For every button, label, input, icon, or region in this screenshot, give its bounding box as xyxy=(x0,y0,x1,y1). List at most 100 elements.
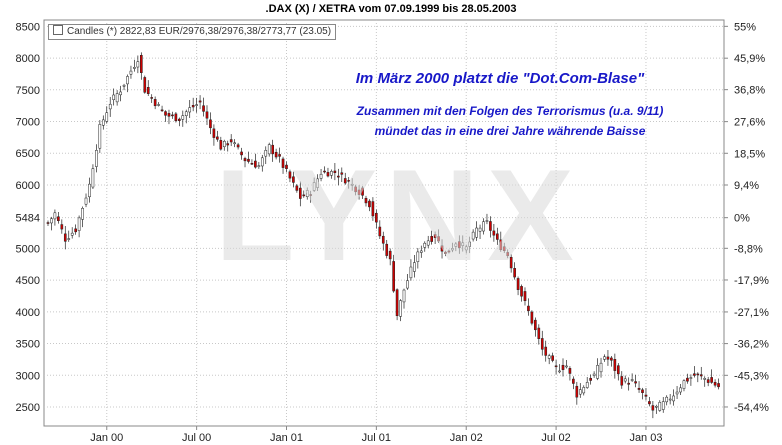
candle-down xyxy=(160,109,164,112)
candle-down xyxy=(634,381,637,384)
candle-down xyxy=(610,357,613,361)
candle-down xyxy=(392,261,395,292)
candle-down xyxy=(686,377,689,382)
candle-down xyxy=(444,251,447,254)
candle-down xyxy=(347,180,351,182)
candle-up xyxy=(133,67,136,69)
candle-up xyxy=(112,94,115,100)
candle-down xyxy=(302,194,306,197)
candle-up xyxy=(305,190,309,197)
candle-down xyxy=(63,233,67,242)
candle-down xyxy=(354,186,357,193)
candle-down xyxy=(333,170,337,174)
pct-tick-label: 18,5% xyxy=(734,148,765,160)
candle-down xyxy=(240,151,243,156)
candle-down xyxy=(164,111,167,116)
candle-up xyxy=(399,300,402,317)
candle-down xyxy=(236,144,240,148)
y-tick-label: 4500 xyxy=(16,275,40,287)
candle-up xyxy=(70,232,74,236)
pct-tick-label: -45,3% xyxy=(734,370,769,382)
candle-up xyxy=(419,250,423,253)
candle-up xyxy=(558,370,561,373)
candle-down xyxy=(430,236,433,242)
candle-up xyxy=(257,165,261,167)
chart-title: .DAX (X) / XETRA vom 07.09.1999 bis 28.0… xyxy=(265,3,517,15)
candle-up xyxy=(53,212,57,220)
candle-down xyxy=(527,305,530,312)
candle-up xyxy=(623,378,627,382)
candle-down xyxy=(537,327,541,339)
candle-up xyxy=(67,238,71,240)
candle-up xyxy=(630,379,634,381)
candle-down xyxy=(710,377,713,383)
candle-up xyxy=(675,391,679,395)
y-tick-label: 8000 xyxy=(16,53,40,65)
candle-down xyxy=(209,119,212,129)
candle-up xyxy=(129,70,133,75)
candle-up xyxy=(105,112,109,122)
candle-up xyxy=(136,61,140,68)
candle-down xyxy=(540,338,544,350)
candle-down xyxy=(340,172,344,175)
candle-up xyxy=(95,150,98,167)
candle-up xyxy=(461,242,465,246)
candle-up xyxy=(464,246,468,251)
candle-down xyxy=(440,245,444,252)
x-tick-label: Jan 03 xyxy=(629,432,662,444)
candle-down xyxy=(212,128,216,138)
y-tick-label: 3500 xyxy=(16,339,40,351)
candle-down xyxy=(146,87,150,94)
candle-up xyxy=(478,227,482,232)
y-tick-label: 4000 xyxy=(16,307,40,319)
candle-down xyxy=(513,268,516,278)
candle-down xyxy=(523,291,527,302)
candle-down xyxy=(648,401,651,405)
candle-down xyxy=(309,194,313,196)
candle-up xyxy=(485,220,489,222)
candle-up xyxy=(578,389,582,395)
candle-up xyxy=(330,171,333,176)
candle-down xyxy=(271,144,274,155)
candle-down xyxy=(437,236,440,242)
candle-down xyxy=(247,158,250,162)
candle-up xyxy=(565,365,568,368)
candle-down xyxy=(502,246,506,251)
candle-down xyxy=(298,187,302,199)
candle-up xyxy=(77,217,81,231)
annotation-headline: Im März 2000 platzt die "Dot.Com-Blase" xyxy=(355,70,645,87)
candle-up xyxy=(668,398,672,401)
candle-down xyxy=(575,385,579,398)
candle-down xyxy=(178,118,181,121)
candle-down xyxy=(361,187,364,196)
candle-up xyxy=(689,377,693,379)
pct-tick-label: 27,6% xyxy=(734,117,765,129)
candle-down xyxy=(561,364,565,370)
candle-down xyxy=(551,355,554,361)
y-tick-label: 8500 xyxy=(16,21,40,33)
annotation-line-2: mündet das in eine drei Jahre währende B… xyxy=(374,124,646,138)
pct-tick-label: -8,8% xyxy=(734,243,763,255)
candle-down xyxy=(375,212,378,223)
candle-down xyxy=(433,234,437,238)
candle-down xyxy=(699,374,703,377)
candle-down xyxy=(644,394,648,397)
candle-up xyxy=(122,84,126,87)
candle-up xyxy=(50,218,53,224)
pct-tick-label: -54,4% xyxy=(734,402,769,414)
candle-down xyxy=(616,365,620,375)
pct-tick-label: 55% xyxy=(734,21,756,33)
candle-down xyxy=(278,154,281,157)
candle-down xyxy=(285,164,288,169)
candle-up xyxy=(426,240,430,246)
candle-down xyxy=(637,387,641,390)
candle-up xyxy=(423,242,427,248)
candle-up xyxy=(661,401,665,410)
pct-tick-label: -17,9% xyxy=(734,275,769,287)
candle-down xyxy=(368,200,371,208)
candle-up xyxy=(679,387,682,393)
candle-up xyxy=(188,107,192,113)
candle-down xyxy=(641,389,644,393)
pct-tick-label: 0% xyxy=(734,213,750,225)
candle-up xyxy=(409,266,413,279)
